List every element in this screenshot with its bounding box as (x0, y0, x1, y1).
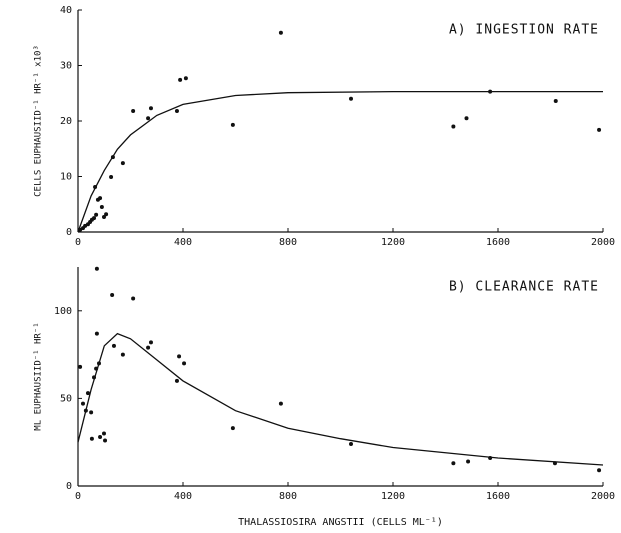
data-point (80, 401, 85, 406)
data-point (94, 331, 99, 336)
x-tick-label: 0 (75, 237, 81, 248)
data-point (552, 461, 557, 466)
data-point (177, 354, 182, 359)
x-tick-label: 800 (279, 237, 297, 248)
data-point (92, 375, 97, 380)
data-point (146, 345, 151, 350)
data-point (78, 364, 83, 369)
x-tick-label: 0 (75, 491, 81, 502)
data-point (99, 205, 104, 210)
data-point (111, 343, 116, 348)
data-point (83, 223, 88, 228)
data-point (597, 127, 602, 132)
data-point (92, 216, 97, 221)
data-point (349, 441, 353, 446)
data-point (83, 408, 88, 413)
panel-title: B) CLEARANCE RATE (449, 280, 599, 295)
x-tick-label: 1200 (381, 491, 405, 502)
y-axis-label: CELLS EUPHAUSIID⁻¹ HR⁻¹ x10³ (34, 45, 44, 197)
data-point (94, 366, 99, 371)
x-tick-label: 2000 (591, 237, 615, 248)
data-point (553, 99, 558, 104)
x-tick-label: 1200 (381, 237, 405, 248)
data-point (174, 378, 179, 383)
data-point (89, 410, 94, 415)
data-point (178, 77, 183, 82)
data-point (85, 391, 90, 396)
y-tick-label: 0 (66, 227, 72, 238)
data-point (89, 436, 94, 441)
y-tick-label: 100 (54, 306, 72, 317)
x-tick-label: 2000 (591, 491, 615, 502)
data-point (110, 293, 115, 298)
data-point (93, 185, 98, 190)
data-point (103, 438, 108, 443)
y-tick-label: 30 (60, 61, 72, 72)
data-point (104, 212, 109, 217)
data-point (120, 161, 125, 166)
data-point (148, 106, 153, 111)
x-tick-label: 800 (279, 491, 297, 502)
data-point (451, 124, 456, 129)
data-point (451, 461, 456, 466)
data-point (182, 361, 187, 366)
data-point (183, 76, 188, 81)
data-point (148, 340, 153, 345)
y-tick-label: 20 (60, 116, 72, 127)
data-point (101, 215, 106, 220)
y-tick-label: 50 (60, 393, 72, 404)
data-point (131, 109, 136, 114)
data-point (230, 426, 235, 431)
data-point (349, 96, 353, 101)
data-point (488, 455, 493, 460)
fit-curve (77, 332, 604, 466)
x-tick-label: 1600 (486, 237, 510, 248)
data-point (101, 431, 106, 436)
x-tick-label: 400 (174, 491, 192, 502)
y-tick-label: 40 (60, 5, 72, 16)
data-point (466, 459, 471, 464)
data-point (78, 227, 83, 232)
x-tick-label: 400 (174, 237, 192, 248)
data-point (97, 361, 101, 366)
data-point (174, 109, 179, 114)
y-tick-label: 10 (60, 172, 72, 183)
data-point (278, 401, 283, 406)
data-point (110, 155, 115, 160)
data-point (597, 468, 602, 473)
data-point (464, 116, 469, 121)
data-point (131, 296, 136, 301)
y-tick-label: 0 (66, 481, 72, 492)
data-point (98, 196, 103, 201)
data-point (230, 122, 235, 127)
data-point (488, 89, 493, 94)
x-tick-label: 1600 (486, 491, 510, 502)
fit-curve (77, 90, 603, 233)
data-point (94, 212, 99, 217)
data-point (146, 116, 151, 121)
panel-title: A) INGESTION RATE (449, 23, 599, 38)
data-point (278, 30, 283, 35)
x-axis-label: THALASSIOSIRA ANGSTII (CELLS ML⁻¹) (238, 517, 443, 528)
data-point (94, 266, 99, 271)
y-axis-label: ML EUPHAUSIID⁻¹ HR⁻¹ (34, 322, 44, 430)
data-point (98, 434, 103, 439)
data-point (120, 352, 125, 357)
data-point (109, 175, 114, 180)
